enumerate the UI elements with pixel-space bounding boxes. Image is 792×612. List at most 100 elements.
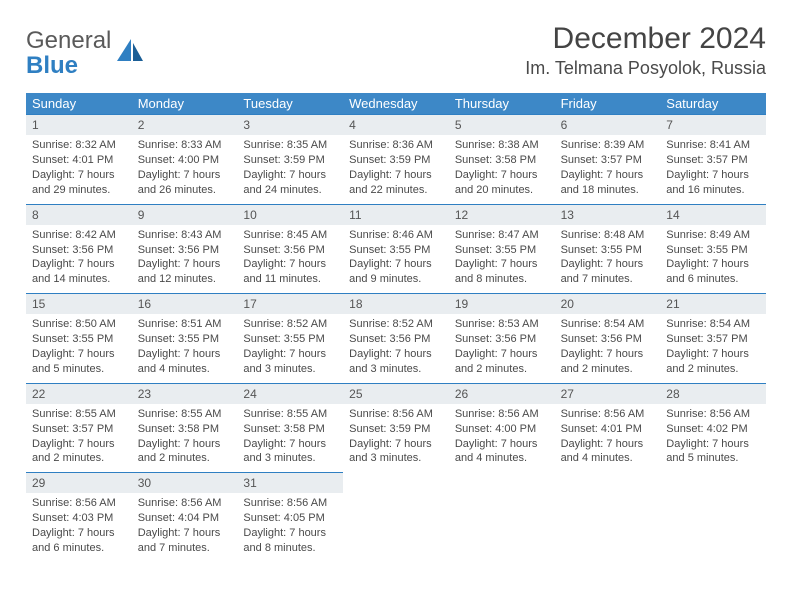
day-number: 15 [26,293,132,314]
day-cell: 5Sunrise: 8:38 AMSunset: 3:58 PMDaylight… [449,114,555,204]
day-number: 5 [449,114,555,135]
logo-word-blue: Blue [26,52,78,79]
sunset-text: Sunset: 3:56 PM [561,332,655,347]
sunset-text: Sunset: 3:57 PM [561,153,655,168]
logo-text: General Blue [26,28,111,78]
day-cell: 22Sunrise: 8:55 AMSunset: 3:57 PMDayligh… [26,383,132,473]
daylight-text-2: and 4 minutes. [455,451,549,466]
sunrise-text: Sunrise: 8:49 AM [666,228,760,243]
sunrise-text: Sunrise: 8:54 AM [561,317,655,332]
day-cell: 29Sunrise: 8:56 AMSunset: 4:03 PMDayligh… [26,472,132,562]
logo: General Blue [26,22,145,78]
sunset-text: Sunset: 3:58 PM [138,422,232,437]
calendar: SundayMondayTuesdayWednesdayThursdayFrid… [26,93,766,562]
day-cell: 12Sunrise: 8:47 AMSunset: 3:55 PMDayligh… [449,204,555,294]
sunrise-text: Sunrise: 8:56 AM [32,496,126,511]
day-cell [555,472,661,562]
sunset-text: Sunset: 4:01 PM [32,153,126,168]
sunrise-text: Sunrise: 8:52 AM [243,317,337,332]
day-number: 2 [132,114,238,135]
daylight-text-2: and 14 minutes. [32,272,126,287]
sunset-text: Sunset: 3:56 PM [455,332,549,347]
daylight-text-1: Daylight: 7 hours [243,257,337,272]
daylight-text-1: Daylight: 7 hours [243,168,337,183]
sunrise-text: Sunrise: 8:56 AM [455,407,549,422]
daylight-text-2: and 16 minutes. [666,183,760,198]
daylight-text-1: Daylight: 7 hours [32,168,126,183]
daylight-text-1: Daylight: 7 hours [349,257,443,272]
daylight-text-1: Daylight: 7 hours [138,168,232,183]
daylight-text-2: and 3 minutes. [349,451,443,466]
daylight-text-1: Daylight: 7 hours [349,347,443,362]
sunset-text: Sunset: 4:05 PM [243,511,337,526]
daylight-text-2: and 2 minutes. [561,362,655,377]
location: Im. Telmana Posyolok, Russia [525,58,766,79]
day-cell [343,472,449,562]
sunset-text: Sunset: 3:55 PM [666,243,760,258]
sunset-text: Sunset: 3:55 PM [243,332,337,347]
daylight-text-2: and 8 minutes. [455,272,549,287]
sunset-text: Sunset: 3:55 PM [32,332,126,347]
daylight-text-2: and 7 minutes. [138,541,232,556]
week-row: 8Sunrise: 8:42 AMSunset: 3:56 PMDaylight… [26,204,766,294]
sunrise-text: Sunrise: 8:33 AM [138,138,232,153]
sunset-text: Sunset: 4:03 PM [32,511,126,526]
weekday-header: Tuesday [237,93,343,114]
sunset-text: Sunset: 3:55 PM [138,332,232,347]
sunset-text: Sunset: 3:56 PM [349,332,443,347]
title-block: December 2024 Im. Telmana Posyolok, Russ… [525,22,766,79]
sunset-text: Sunset: 3:55 PM [349,243,443,258]
sunrise-text: Sunrise: 8:41 AM [666,138,760,153]
daylight-text-2: and 26 minutes. [138,183,232,198]
daylight-text-1: Daylight: 7 hours [243,526,337,541]
day-cell: 26Sunrise: 8:56 AMSunset: 4:00 PMDayligh… [449,383,555,473]
sunrise-text: Sunrise: 8:50 AM [32,317,126,332]
daylight-text-2: and 7 minutes. [561,272,655,287]
daylight-text-1: Daylight: 7 hours [32,257,126,272]
sunrise-text: Sunrise: 8:38 AM [455,138,549,153]
sunset-text: Sunset: 3:59 PM [243,153,337,168]
day-cell: 1Sunrise: 8:32 AMSunset: 4:01 PMDaylight… [26,114,132,204]
day-number: 14 [660,204,766,225]
day-cell: 8Sunrise: 8:42 AMSunset: 3:56 PMDaylight… [26,204,132,294]
day-cell: 6Sunrise: 8:39 AMSunset: 3:57 PMDaylight… [555,114,661,204]
sunset-text: Sunset: 3:55 PM [455,243,549,258]
day-cell: 15Sunrise: 8:50 AMSunset: 3:55 PMDayligh… [26,293,132,383]
weekday-header: Sunday [26,93,132,114]
sunset-text: Sunset: 4:04 PM [138,511,232,526]
day-cell: 24Sunrise: 8:55 AMSunset: 3:58 PMDayligh… [237,383,343,473]
day-cell: 23Sunrise: 8:55 AMSunset: 3:58 PMDayligh… [132,383,238,473]
day-cell: 13Sunrise: 8:48 AMSunset: 3:55 PMDayligh… [555,204,661,294]
day-cell: 27Sunrise: 8:56 AMSunset: 4:01 PMDayligh… [555,383,661,473]
sunset-text: Sunset: 3:58 PM [243,422,337,437]
sunrise-text: Sunrise: 8:36 AM [349,138,443,153]
daylight-text-1: Daylight: 7 hours [455,347,549,362]
sunset-text: Sunset: 3:59 PM [349,153,443,168]
daylight-text-2: and 12 minutes. [138,272,232,287]
daylight-text-1: Daylight: 7 hours [349,168,443,183]
day-number: 10 [237,204,343,225]
sunset-text: Sunset: 3:57 PM [32,422,126,437]
sunset-text: Sunset: 4:00 PM [455,422,549,437]
sunrise-text: Sunrise: 8:55 AM [138,407,232,422]
daylight-text-2: and 2 minutes. [455,362,549,377]
daylight-text-2: and 29 minutes. [32,183,126,198]
header: General Blue December 2024 Im. Telmana P… [26,22,766,79]
sunrise-text: Sunrise: 8:51 AM [138,317,232,332]
day-cell: 10Sunrise: 8:45 AMSunset: 3:56 PMDayligh… [237,204,343,294]
daylight-text-1: Daylight: 7 hours [32,526,126,541]
day-number: 7 [660,114,766,135]
day-cell: 3Sunrise: 8:35 AMSunset: 3:59 PMDaylight… [237,114,343,204]
day-cell: 30Sunrise: 8:56 AMSunset: 4:04 PMDayligh… [132,472,238,562]
day-number: 27 [555,383,661,404]
sunset-text: Sunset: 3:59 PM [349,422,443,437]
sunrise-text: Sunrise: 8:47 AM [455,228,549,243]
weekday-header: Friday [555,93,661,114]
day-cell: 20Sunrise: 8:54 AMSunset: 3:56 PMDayligh… [555,293,661,383]
sunrise-text: Sunrise: 8:56 AM [561,407,655,422]
daylight-text-2: and 5 minutes. [666,451,760,466]
weekday-header: Thursday [449,93,555,114]
daylight-text-2: and 18 minutes. [561,183,655,198]
daylight-text-1: Daylight: 7 hours [243,437,337,452]
sunrise-text: Sunrise: 8:39 AM [561,138,655,153]
